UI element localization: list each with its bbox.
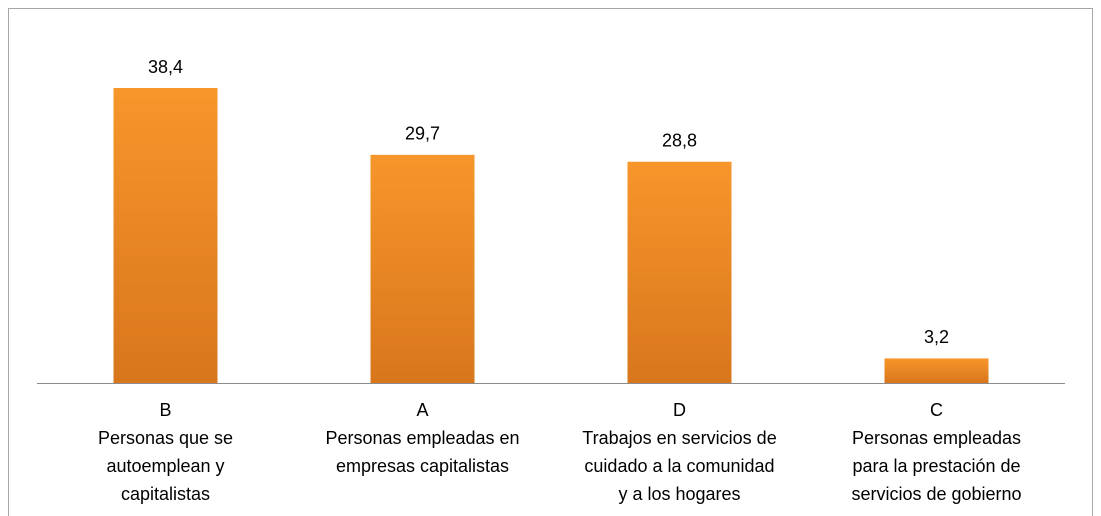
x-tick-label: Trabajos en servicios de xyxy=(582,428,776,448)
x-tick-label: empresas capitalistas xyxy=(336,456,509,476)
x-tick-label: capitalistas xyxy=(121,484,210,504)
bar xyxy=(884,358,989,383)
bar xyxy=(370,154,475,383)
x-tick-label: servicios de gobierno xyxy=(851,484,1021,504)
x-tick-label: B xyxy=(159,400,171,420)
x-tick-label: para la prestación de xyxy=(852,456,1020,476)
x-tick-label: Personas empleadas xyxy=(852,428,1021,448)
x-tick-label: autoemplean y xyxy=(106,456,224,476)
x-tick-label: C xyxy=(930,400,943,420)
value-label: 29,7 xyxy=(405,124,440,144)
value-label: 28,8 xyxy=(662,131,697,151)
bar xyxy=(627,161,732,383)
x-tick-label: Personas que se xyxy=(98,428,233,448)
x-tick-label: cuidado a la comunidad xyxy=(584,456,774,476)
x-tick-label: D xyxy=(673,400,686,420)
x-tick-label: y a los hogares xyxy=(618,484,740,504)
value-label: 38,4 xyxy=(148,57,183,77)
x-tick-label: A xyxy=(416,400,428,420)
x-tick-label: Personas empleadas en xyxy=(325,428,519,448)
bar xyxy=(113,88,218,383)
chart-frame xyxy=(8,8,1093,516)
value-label: 3,2 xyxy=(924,327,949,347)
